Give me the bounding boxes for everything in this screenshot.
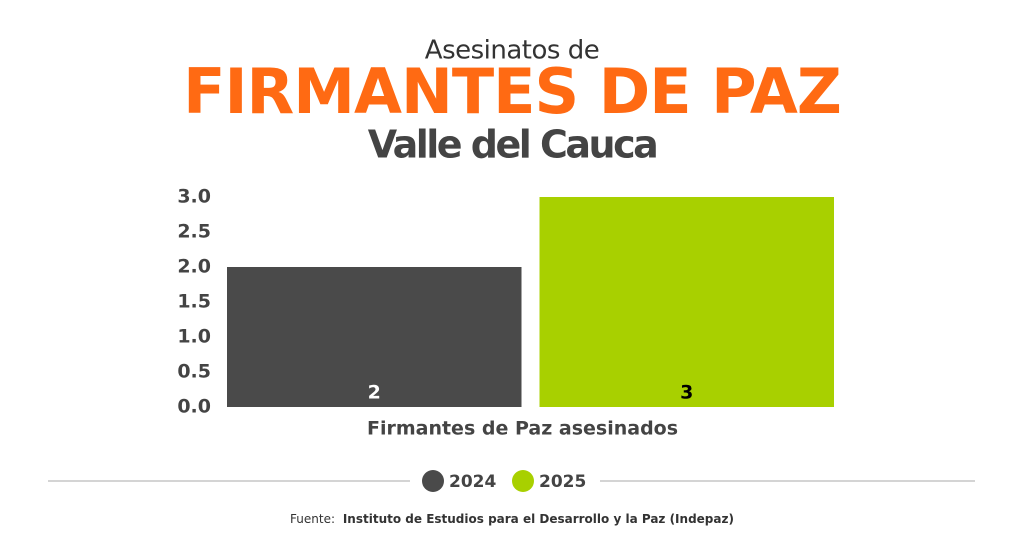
chart-subtitle: Valle del Cauca: [368, 123, 657, 167]
bar: [539, 197, 834, 407]
y-tick-label: 3.0: [177, 186, 211, 208]
x-axis-label: Firmantes de Paz asesinados: [367, 418, 678, 440]
y-tick-label: 0.5: [177, 361, 211, 383]
legend-label: 2025: [539, 472, 586, 492]
source-label: Fuente:: [290, 512, 335, 526]
y-tick-label: 1.5: [177, 291, 211, 313]
y-tick-label: 2.0: [177, 256, 211, 278]
source-text: Instituto de Estudios para el Desarrollo…: [343, 512, 734, 526]
legend-swatch: [422, 470, 444, 492]
y-tick-label: 1.0: [177, 326, 211, 348]
source: Fuente: Instituto de Estudios para el De…: [290, 512, 734, 526]
bar: [227, 267, 522, 407]
value-label: 3: [680, 382, 693, 404]
legend-label: 2024: [449, 472, 496, 492]
chart-title: FIRMANTES DE PAZ: [183, 55, 841, 128]
chart-title-top: Asesinatos de: [425, 36, 599, 66]
legend-swatch: [512, 470, 534, 492]
y-tick-label: 0.0: [177, 396, 211, 418]
y-tick-label: 2.5: [177, 221, 211, 243]
value-label: 2: [368, 382, 381, 404]
